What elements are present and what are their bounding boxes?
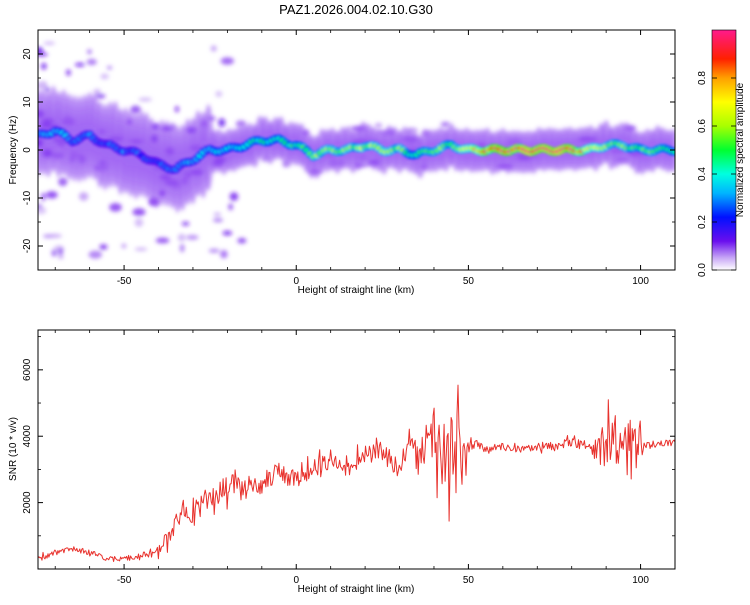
x-tick-label: 0 bbox=[293, 575, 299, 586]
noise-blob bbox=[100, 73, 109, 80]
noise-blob bbox=[130, 105, 141, 114]
noise-blob bbox=[374, 122, 383, 128]
colorbar-tick-label: 0.0 bbox=[697, 263, 708, 277]
noise-blob bbox=[99, 244, 108, 250]
x-tick-label: 50 bbox=[463, 575, 475, 586]
snr-plot-area bbox=[38, 384, 675, 562]
noise-blob bbox=[48, 234, 62, 238]
noise-blob bbox=[132, 208, 146, 217]
noise-blob bbox=[95, 93, 106, 99]
noise-blob bbox=[218, 118, 226, 128]
noise-blob bbox=[40, 192, 46, 202]
noise-blob bbox=[213, 212, 222, 217]
colorbar-tick-label: 0.8 bbox=[697, 71, 708, 85]
snr-y-ticks: 2000 4000 6000 bbox=[22, 336, 675, 537]
snr-series-line bbox=[38, 384, 675, 562]
spectrogram-y-ticks: -20 -10 0 10 20 bbox=[22, 29, 675, 271]
noise-blob bbox=[87, 49, 92, 54]
noise-blob bbox=[93, 88, 101, 95]
snr-y-label: SNR (10 * v/v) bbox=[8, 417, 19, 481]
x-tick-label: 0 bbox=[293, 276, 299, 287]
noise-blob bbox=[38, 81, 47, 90]
y-tick-label: 6000 bbox=[22, 358, 33, 381]
noise-blob bbox=[237, 237, 247, 244]
spectrogram-envelope bbox=[38, 85, 675, 213]
y-tick-label: 0 bbox=[22, 147, 33, 153]
noise-blob bbox=[44, 87, 50, 92]
spectrogram-ridge bbox=[38, 126, 675, 175]
noise-blob bbox=[43, 41, 56, 45]
colorbar-tick-label: 0.4 bbox=[697, 167, 708, 181]
noise-blob bbox=[86, 58, 97, 66]
noise-blob bbox=[177, 233, 186, 242]
snr-frame bbox=[37, 329, 676, 570]
noise-blob bbox=[74, 62, 85, 67]
colorbar-tick-label: 0.6 bbox=[697, 119, 708, 133]
noise-blob bbox=[58, 177, 68, 187]
noise-blob bbox=[220, 250, 228, 259]
noise-blob bbox=[38, 52, 49, 57]
colorbar-label: Normalized spectral amplitude bbox=[735, 82, 746, 217]
spectrogram-heatmap bbox=[38, 41, 675, 260]
noise-blob bbox=[78, 192, 89, 201]
noise-blob bbox=[121, 243, 127, 249]
noise-blob bbox=[41, 62, 47, 70]
noise-blob bbox=[215, 91, 223, 97]
x-tick-label: 50 bbox=[463, 276, 475, 287]
noise-blob bbox=[88, 250, 103, 259]
snr-panel: -50 0 50 100 2000 4000 6000 Height of straigh… bbox=[8, 329, 676, 595]
x-tick-label: -50 bbox=[117, 276, 132, 287]
noise-blob bbox=[229, 192, 239, 201]
x-tick-label: -50 bbox=[117, 575, 132, 586]
noise-blob bbox=[134, 218, 144, 227]
noise-blob bbox=[38, 207, 47, 215]
noise-blob bbox=[107, 66, 113, 70]
ridge-blob-core bbox=[671, 149, 675, 155]
y-tick-label: 4000 bbox=[22, 425, 33, 448]
noise-blob bbox=[179, 243, 185, 253]
spectrogram-x-ticks: -50 0 50 100 bbox=[54, 30, 676, 287]
y-tick-label: 10 bbox=[22, 96, 33, 108]
noise-blob bbox=[228, 203, 233, 211]
noise-blob bbox=[174, 106, 179, 113]
noise-blob bbox=[58, 247, 63, 255]
y-tick-label: 2000 bbox=[22, 491, 33, 514]
noise-blob bbox=[109, 203, 122, 212]
spectrogram-y-label: Frequency (Hz) bbox=[8, 116, 19, 185]
x-tick-label: 100 bbox=[632, 575, 649, 586]
snr-x-ticks: -50 0 50 100 bbox=[54, 330, 676, 586]
y-tick-label: -10 bbox=[22, 190, 33, 205]
y-tick-label: -20 bbox=[22, 238, 33, 253]
noise-blob bbox=[38, 46, 44, 54]
spectrogram-x-label: Height of straight line (km) bbox=[298, 285, 415, 296]
noise-blob bbox=[208, 248, 220, 253]
noise-blob bbox=[186, 234, 199, 240]
figure-title: PAZ1.2026.004.02.10.G30 bbox=[279, 2, 433, 17]
noise-blob bbox=[138, 97, 152, 102]
spectrogram-panel: -50 0 50 100 -20 -10 0 10 20 Height of straight… bbox=[8, 29, 676, 296]
noise-blob bbox=[181, 221, 190, 226]
colorbar-gradient bbox=[711, 29, 737, 271]
noise-blob bbox=[57, 254, 64, 260]
noise-blob bbox=[134, 247, 148, 251]
x-tick-label: 100 bbox=[632, 276, 649, 287]
noise-blob bbox=[212, 218, 224, 223]
noise-blob bbox=[440, 121, 450, 128]
noise-blob bbox=[155, 237, 170, 244]
noise-blob bbox=[220, 57, 235, 65]
y-tick-label: 20 bbox=[22, 48, 33, 60]
colorbar-ticks: 0.0 0.2 0.4 0.6 0.8 bbox=[697, 71, 736, 277]
noise-blob bbox=[222, 230, 233, 236]
snr-x-label: Height of straight line (km) bbox=[298, 584, 415, 595]
colorbar: 0.0 0.2 0.4 0.6 0.8 Normalized spectral ampl… bbox=[697, 29, 746, 277]
noise-blob bbox=[66, 69, 71, 76]
noise-blob bbox=[45, 191, 58, 199]
colorbar-tick-label: 0.2 bbox=[697, 215, 708, 229]
noise-blob bbox=[210, 45, 217, 52]
